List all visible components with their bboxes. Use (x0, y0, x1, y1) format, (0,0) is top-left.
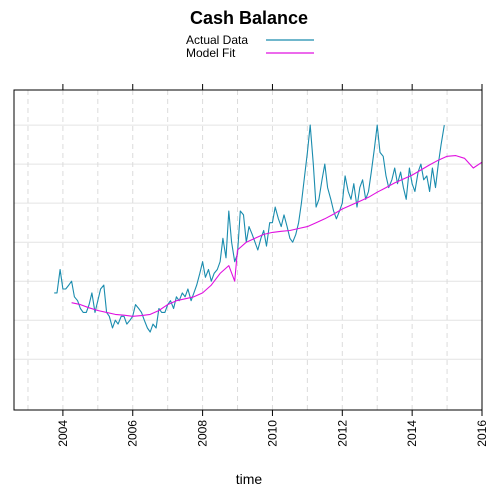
legend-label-model-fit: Model Fit (186, 46, 236, 60)
x-tick-label: 2016 (475, 420, 489, 447)
x-tick-label: 2004 (56, 420, 70, 447)
series-line-actual-data (54, 124, 445, 333)
legend: Actual Data Model Fit (186, 33, 314, 60)
x-tick-label: 2008 (196, 420, 210, 447)
x-tick-label: 2012 (335, 420, 349, 447)
series-layer (54, 124, 483, 333)
top-axis-ticks (62, 84, 483, 90)
x-axis-label: time (236, 471, 263, 487)
series-line-model-fit (71, 155, 483, 317)
plot-frame (13, 89, 483, 411)
x-tick-label: 2014 (405, 420, 419, 447)
gridlines (14, 90, 482, 410)
x-tick-label: 2010 (265, 420, 279, 447)
x-tick-label: 2006 (126, 420, 140, 447)
x-axis: 2004 2006 2008 2010 2012 2014 2016 (56, 410, 489, 447)
legend-label-actual-data: Actual Data (186, 33, 248, 47)
chart-title: Cash Balance (190, 8, 308, 28)
